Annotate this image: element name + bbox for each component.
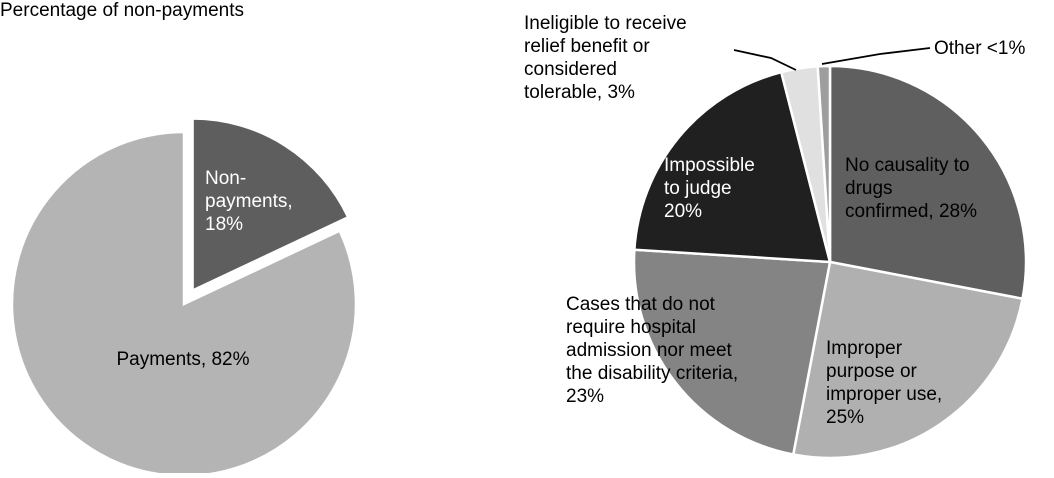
slice-label-line: Improper bbox=[826, 338, 903, 359]
slice-label-line: 23% bbox=[566, 386, 604, 407]
pie-slice-no-causality-to-drugs-confirmed bbox=[828, 64, 1028, 301]
slice-label-line: 20% bbox=[664, 201, 702, 222]
slice-label-line: 25% bbox=[826, 407, 864, 428]
pie-chart-2: No causality to drugs confirmed, 28% Improp… bbox=[524, 13, 1028, 460]
slice-label-3: Cases that do not require hospital admissi… bbox=[566, 294, 738, 407]
pie-slice-cases-that-do-not-require-hospital-admis bbox=[632, 248, 832, 456]
slice-label-line: payments, bbox=[205, 191, 293, 212]
slice-label-line: considered bbox=[524, 59, 617, 80]
slice-label-line: Impossible bbox=[664, 155, 755, 176]
slice-label-1: No causality to drugs confirmed, 28% bbox=[845, 155, 977, 222]
slice-label-line: confirmed, 28% bbox=[845, 201, 977, 222]
slice-label-line: No causality to bbox=[845, 155, 970, 176]
slice-label-line: improper use, bbox=[826, 384, 942, 405]
slice-label-line: require hospital bbox=[566, 317, 696, 338]
slice-label-line: Other <1% bbox=[934, 38, 1025, 59]
left-chart-title: Percentage of non-payments bbox=[0, 0, 244, 21]
slice-label-line: purpose or bbox=[826, 361, 918, 382]
pie-slice-other bbox=[816, 64, 832, 263]
slice-label-line: Payments, 82% bbox=[116, 349, 249, 370]
slice-label-line: tolerable, 3% bbox=[524, 82, 635, 103]
slice-label-2: Payments, 82% bbox=[116, 349, 249, 370]
pie-slice-non-payments bbox=[191, 117, 350, 293]
slice-label-line: relief benefit or bbox=[524, 36, 650, 57]
slice-label-line: Cases that do not bbox=[566, 294, 716, 315]
slice-label-line: admission nor meet bbox=[566, 340, 733, 361]
slice-label-line: Non- bbox=[205, 168, 246, 189]
leader-line-5 bbox=[733, 49, 797, 71]
slice-label-line: 18% bbox=[205, 214, 243, 235]
slice-label-line: drugs bbox=[845, 178, 893, 199]
pie-slice-payments bbox=[10, 130, 358, 478]
slice-label-line: Ineligible to receive bbox=[524, 13, 687, 34]
slice-label-1: Non-payments, 18% bbox=[205, 168, 293, 235]
pie-slice-improper-purpose-or-improper-use bbox=[791, 260, 1024, 460]
slice-label-line: to judge bbox=[664, 178, 732, 199]
slice-label-4: Impossible to judge 20% bbox=[664, 155, 755, 222]
pie-chart-1: Non-payments, 18% Payments, 82% bbox=[10, 117, 358, 478]
slice-label-5: Ineligible to receive relief benefit or co… bbox=[524, 13, 687, 103]
slice-label-line: the disability criteria, bbox=[566, 363, 738, 384]
slice-label-2: Improper purpose or improper use, 25% bbox=[826, 338, 942, 428]
pie-slice-impossible-to-judge bbox=[633, 70, 832, 264]
leader-line-6 bbox=[821, 47, 931, 65]
slice-label-6: Other <1% bbox=[934, 38, 1025, 59]
